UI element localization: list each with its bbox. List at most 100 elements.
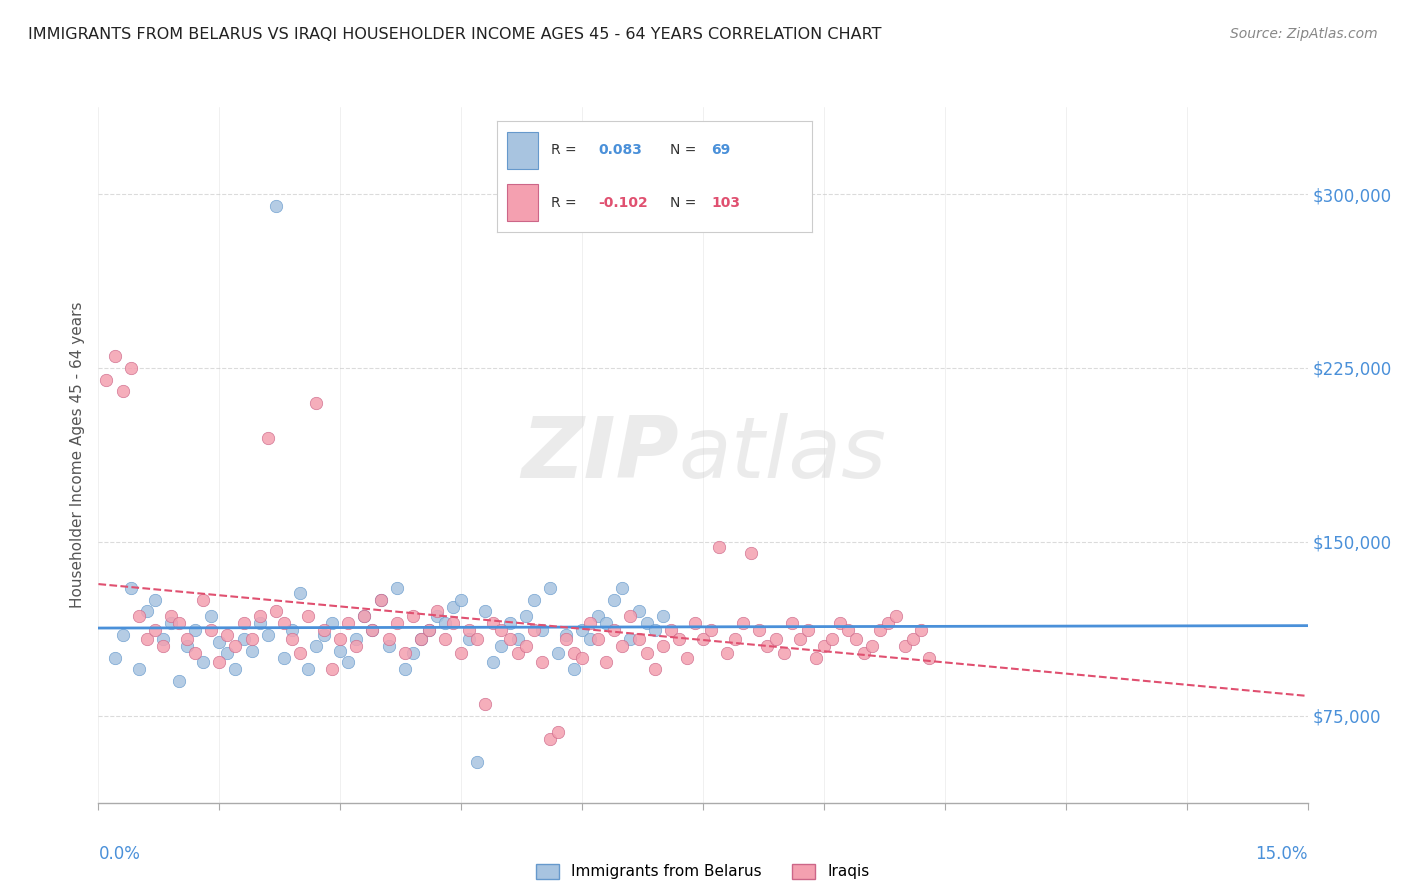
Point [853, 646, 876, 660]
Point [394, 646, 416, 660]
Point [135, 605, 157, 619]
Point [321, 662, 343, 676]
Point [515, 639, 537, 653]
Point [193, 656, 215, 670]
Point [530, 656, 553, 670]
Point [200, 623, 222, 637]
Point [264, 605, 287, 619]
Point [804, 651, 827, 665]
Point [530, 623, 553, 637]
Point [361, 623, 384, 637]
Point [409, 632, 432, 647]
Point [434, 615, 457, 630]
Point [256, 628, 278, 642]
Point [152, 632, 174, 647]
Point [797, 623, 820, 637]
Point [837, 623, 859, 637]
Point [651, 609, 673, 624]
Point [344, 639, 367, 653]
Point [458, 623, 481, 637]
Point [160, 615, 183, 630]
Point [636, 646, 658, 660]
Point [651, 639, 673, 653]
Text: ZIP: ZIP [522, 413, 679, 497]
Point [297, 609, 319, 624]
Point [377, 632, 399, 647]
Point [789, 632, 811, 647]
Point [176, 639, 198, 653]
Point [103, 651, 125, 665]
Point [748, 623, 770, 637]
Point [465, 755, 488, 769]
Point [571, 623, 593, 637]
Point [450, 646, 472, 660]
Point [491, 639, 513, 653]
Point [644, 623, 666, 637]
Point [111, 628, 134, 642]
Point [724, 632, 747, 647]
Point [619, 632, 641, 647]
Point [96, 373, 118, 387]
Point [901, 632, 924, 647]
Point [595, 615, 617, 630]
Point [281, 632, 304, 647]
Point [515, 609, 537, 624]
Point [465, 632, 488, 647]
Point [402, 609, 425, 624]
Point [217, 646, 239, 660]
Point [329, 644, 352, 658]
Point [160, 609, 183, 624]
Point [200, 609, 222, 624]
Legend: Immigrants from Belarus, Iraqis: Immigrants from Belarus, Iraqis [530, 857, 876, 886]
Point [120, 360, 142, 375]
Point [756, 639, 779, 653]
Point [184, 623, 207, 637]
Point [167, 615, 190, 630]
Point [249, 609, 271, 624]
Point [644, 662, 666, 676]
Point [337, 615, 360, 630]
Point [128, 609, 150, 624]
Point [103, 349, 125, 364]
Point [441, 615, 464, 630]
Point [562, 646, 585, 660]
Point [659, 623, 682, 637]
Point [208, 656, 231, 670]
Point [498, 615, 520, 630]
Point [740, 546, 762, 561]
Point [224, 662, 246, 676]
Point [232, 632, 254, 647]
Point [555, 628, 578, 642]
Point [491, 623, 513, 637]
Point [264, 199, 287, 213]
Point [692, 632, 714, 647]
Point [361, 623, 384, 637]
Point [176, 632, 198, 647]
Point [337, 656, 360, 670]
Point [314, 628, 336, 642]
Point [240, 632, 263, 647]
Point [595, 656, 617, 670]
Point [821, 632, 844, 647]
Point [256, 431, 278, 445]
Point [385, 615, 408, 630]
Point [886, 609, 908, 624]
Point [482, 615, 505, 630]
Point [603, 592, 626, 607]
Point [193, 592, 215, 607]
Point [418, 623, 440, 637]
Point [377, 639, 399, 653]
Point [281, 623, 304, 637]
Point [498, 632, 520, 647]
Point [683, 615, 706, 630]
Point [120, 582, 142, 596]
Point [418, 623, 440, 637]
Point [426, 609, 449, 624]
Y-axis label: Householder Income Ages 45 - 64 years: Householder Income Ages 45 - 64 years [69, 301, 84, 608]
Point [458, 632, 481, 647]
Point [288, 646, 311, 660]
Point [402, 646, 425, 660]
Point [394, 662, 416, 676]
Point [321, 615, 343, 630]
Point [441, 599, 464, 614]
